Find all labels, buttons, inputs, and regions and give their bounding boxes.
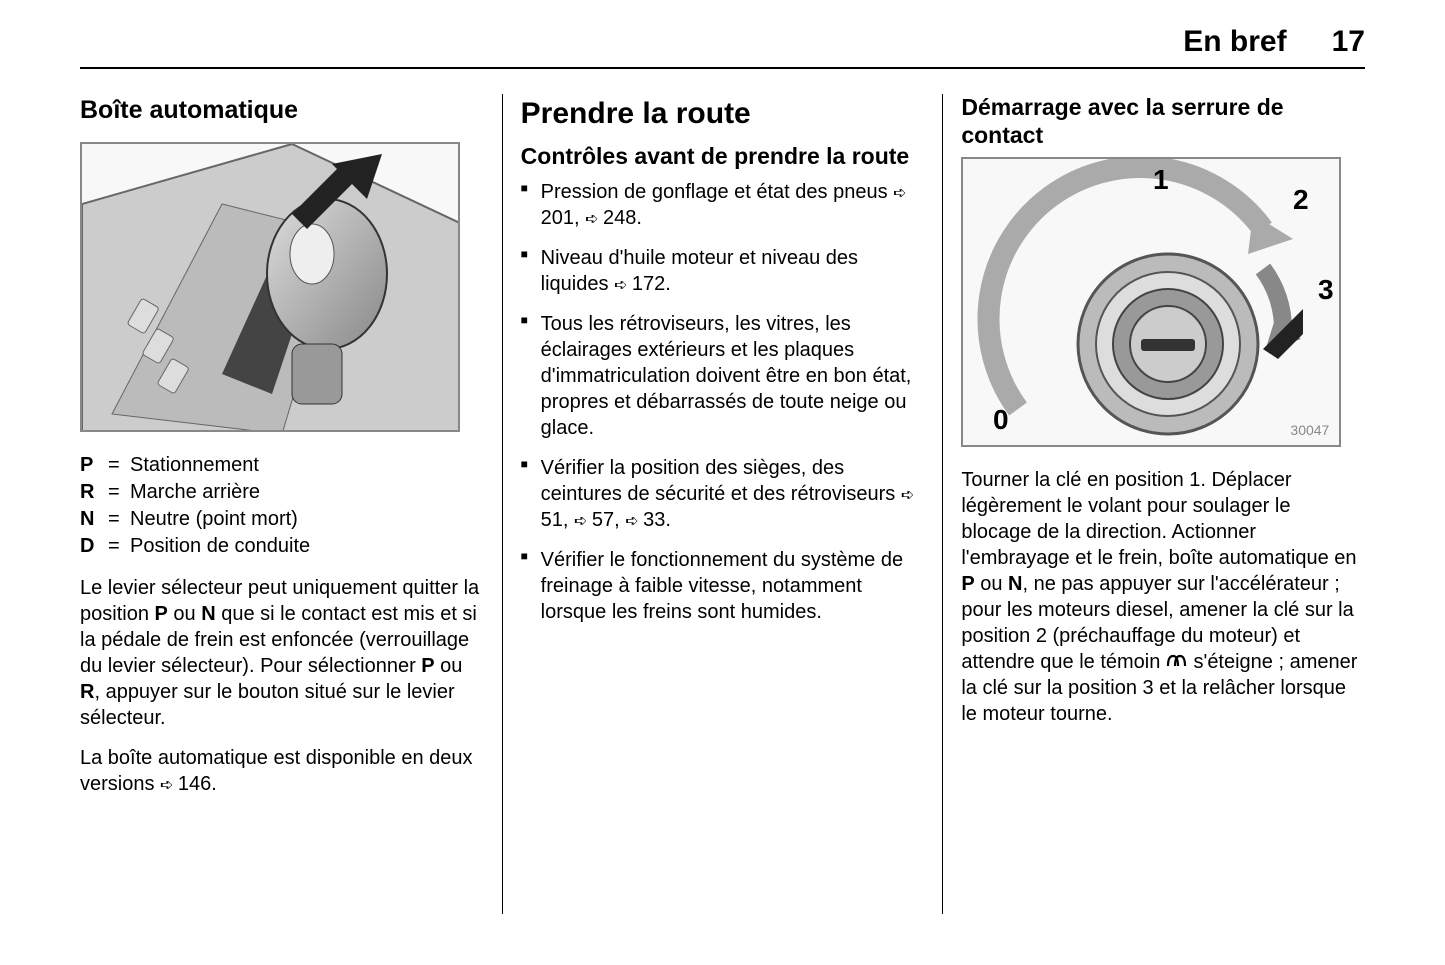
page-header: En bref 17 [80, 25, 1365, 69]
text: La boîte automatique est disponible en d… [80, 747, 473, 795]
def-row: D = Position de conduite [80, 533, 484, 559]
column-2: Prendre la route Contrôles avant de pren… [502, 94, 943, 914]
column-container: Boîte automatique [80, 94, 1365, 914]
list-item: Vérifier la position des sièges, des cei… [521, 455, 925, 533]
text: Tous les rétroviseurs, les vitres, les é… [541, 313, 912, 439]
list-item: Niveau d'huile moteur et niveau des liqu… [521, 245, 925, 297]
header-page-number: 17 [1332, 25, 1365, 59]
bold-p: P [961, 573, 974, 595]
image-code: 30047 [1290, 421, 1329, 439]
col3-para: Tourner la clé en position 1. Déplacer l… [961, 467, 1365, 727]
text: Pression de gonflage et état des pneus [541, 181, 893, 203]
column-3: Démarrage avec la serrure de contact [942, 94, 1365, 914]
pos1-label: 1 [1153, 164, 1169, 195]
ignition-svg: 0 1 2 3 [963, 159, 1341, 447]
def-eq: = [108, 479, 130, 505]
text: Niveau d'huile moteur et niveau des liqu… [541, 247, 858, 295]
bold-p: P [421, 655, 434, 677]
def-val: Neutre (point mort) [130, 506, 298, 532]
list-item: Pression de gonflage et état des pneus 2… [521, 179, 925, 231]
text: . [636, 207, 642, 229]
bold-r: R [80, 681, 94, 703]
gear-shift-svg [82, 144, 460, 432]
page-ref: 33 [625, 509, 665, 531]
page-ref: 248 [585, 207, 636, 229]
text: Vérifier le fonctionnement du système de… [541, 549, 903, 623]
column-1: Boîte automatique [80, 94, 502, 914]
col2-subtitle: Contrôles avant de prendre la route [521, 143, 925, 171]
preheat-coil-icon [1166, 652, 1188, 670]
page-ref: 172 [614, 273, 665, 295]
ignition-illustration: 0 1 2 3 30047 [961, 157, 1341, 447]
page-ref: 57 [574, 509, 614, 531]
def-row: R = Marche arrière [80, 479, 484, 505]
page: En bref 17 Boîte automatique [0, 0, 1445, 965]
checklist: Pression de gonflage et état des pneus 2… [521, 179, 925, 625]
text: . [211, 773, 217, 795]
text: . [665, 273, 671, 295]
def-eq: = [108, 533, 130, 559]
def-key: R [80, 479, 108, 505]
def-key: N [80, 506, 108, 532]
col1-para1: Le levier sélecteur peut uniquement quit… [80, 575, 484, 731]
gear-definitions: P = Stationnement R = Marche arrière N =… [80, 452, 484, 559]
text: Vérifier la position des sièges, des cei… [541, 457, 901, 505]
def-val: Marche arrière [130, 479, 260, 505]
page-ref: 146 [160, 773, 211, 795]
text: ou [975, 573, 1008, 595]
gear-shift-illustration [80, 142, 460, 432]
text: Tourner la clé en position 1. Déplacer l… [961, 469, 1356, 569]
def-key: P [80, 452, 108, 478]
text: , [563, 509, 574, 531]
col2-title: Prendre la route [521, 94, 925, 133]
header-section: En bref [1183, 25, 1286, 59]
bold-n: N [1008, 573, 1022, 595]
text: , appuyer sur le bouton situé sur le lev… [80, 681, 455, 729]
bold-n: N [201, 603, 215, 625]
def-val: Stationnement [130, 452, 259, 478]
def-row: N = Neutre (point mort) [80, 506, 484, 532]
text: , [614, 509, 625, 531]
bold-p: P [155, 603, 168, 625]
def-key: D [80, 533, 108, 559]
def-eq: = [108, 506, 130, 532]
text: . [665, 509, 671, 531]
text: , [574, 207, 585, 229]
def-val: Position de conduite [130, 533, 310, 559]
col3-title: Démarrage avec la serrure de contact [961, 94, 1365, 149]
def-eq: = [108, 452, 130, 478]
text: ou [435, 655, 463, 677]
pos2-label: 2 [1293, 184, 1309, 215]
def-row: P = Stationnement [80, 452, 484, 478]
pos0-label: 0 [993, 404, 1009, 435]
list-item: Tous les rétroviseurs, les vitres, les é… [521, 311, 925, 441]
col1-title: Boîte automatique [80, 94, 484, 127]
col1-para2: La boîte automatique est disponible en d… [80, 745, 484, 797]
text: ou [168, 603, 201, 625]
pos3-label: 3 [1318, 274, 1334, 305]
list-item: Vérifier le fonctionnement du système de… [521, 547, 925, 625]
